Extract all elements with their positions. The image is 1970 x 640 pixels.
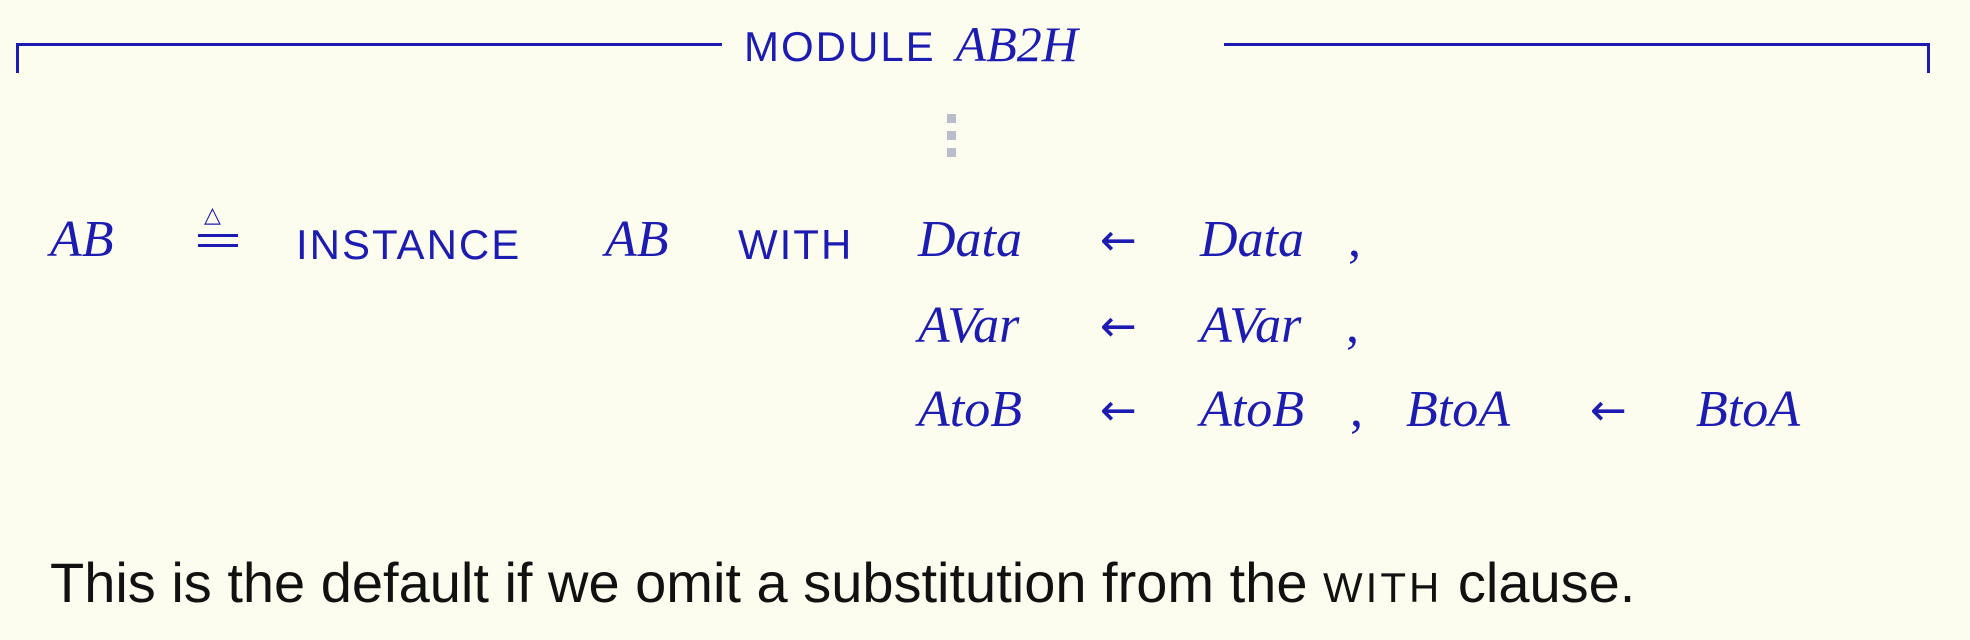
subst-2-arrow: ← bbox=[1100, 301, 1137, 352]
subst-3-arrow: ← bbox=[1100, 385, 1137, 436]
definition-lhs: AB bbox=[50, 211, 114, 268]
instance-keyword: INSTANCE bbox=[296, 221, 522, 268]
subst-2-sep: , bbox=[1346, 297, 1359, 354]
subst-2-from: AVar bbox=[918, 297, 1020, 354]
subst-3-sep: , bbox=[1350, 381, 1363, 438]
subst-1-sep: , bbox=[1348, 211, 1361, 268]
subst-1-to: Data bbox=[1200, 211, 1304, 268]
caption-text: This is the default if we omit a substit… bbox=[50, 548, 1635, 623]
module-rule-right-tick bbox=[1927, 43, 1930, 73]
module-keyword: MODULE bbox=[744, 23, 936, 70]
module-name: AB2H bbox=[955, 16, 1078, 72]
module-title: MODULE AB2H bbox=[744, 14, 1078, 77]
module-rule-left bbox=[16, 43, 722, 46]
subst-4-to: BtoA bbox=[1696, 381, 1800, 438]
subst-4-from: BtoA bbox=[1406, 381, 1510, 438]
subst-2-to: AVar bbox=[1200, 297, 1302, 354]
subst-4-arrow: ← bbox=[1590, 385, 1627, 436]
subst-3-to: AtoB bbox=[1200, 381, 1304, 438]
subst-1-arrow: ← bbox=[1100, 215, 1137, 266]
vertical-ellipsis bbox=[947, 114, 957, 165]
instance-module: AB bbox=[605, 211, 669, 268]
with-keyword: WITH bbox=[738, 221, 854, 268]
defeq-symbol: △ bbox=[196, 204, 240, 264]
caption-before: This is the default if we omit a substit… bbox=[50, 551, 1308, 614]
module-rule-left-tick bbox=[16, 43, 19, 73]
subst-3-from: AtoB bbox=[918, 381, 1022, 438]
module-rule-right bbox=[1224, 43, 1930, 46]
defeq-triangle-icon: △ bbox=[204, 203, 221, 228]
subst-1-from: Data bbox=[918, 211, 1022, 268]
caption-after: clause. bbox=[1457, 551, 1636, 614]
caption-keyword: WITH bbox=[1323, 564, 1443, 611]
